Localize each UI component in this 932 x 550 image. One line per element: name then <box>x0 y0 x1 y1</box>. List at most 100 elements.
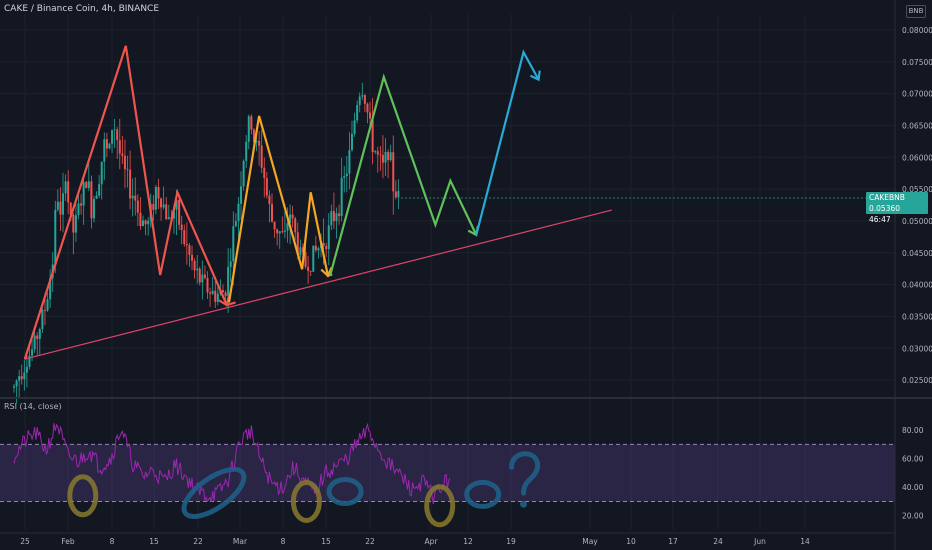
candle-body <box>54 209 57 265</box>
price-tick-label: 0.04000 <box>902 281 932 290</box>
candle-body <box>237 203 240 222</box>
candle-body <box>216 293 219 302</box>
candle-body <box>258 140 261 146</box>
price-tick-label: 0.06500 <box>902 121 932 130</box>
time-tick-label: 25 <box>20 537 30 546</box>
candle-body <box>175 199 178 210</box>
candle-body <box>193 260 196 271</box>
candle-body <box>221 290 224 293</box>
candle-body <box>20 376 23 380</box>
candle-body <box>13 386 15 388</box>
candle-body <box>276 229 279 234</box>
time-tick-label: 8 <box>281 537 286 546</box>
price-tick-label: 0.05500 <box>902 185 932 194</box>
wave-1-arrowhead <box>218 295 230 307</box>
candle-body <box>183 229 186 245</box>
candle-body <box>369 112 372 119</box>
support-trendline <box>24 209 612 360</box>
time-axis: 25 Feb 8 15 22 Mar 8 15 22 Apr 12 19 May 10 17 24 Jun 14 <box>20 537 810 546</box>
candle-body <box>38 329 41 339</box>
candle-body <box>291 214 294 219</box>
candle-body <box>242 160 245 187</box>
candle-body <box>227 266 230 296</box>
candle-body <box>294 218 297 233</box>
candle-body <box>136 200 139 213</box>
candle-body <box>201 274 204 283</box>
candle-body <box>376 151 379 155</box>
candle-body <box>108 143 111 149</box>
candle-body <box>309 270 312 272</box>
candle-body <box>289 214 292 224</box>
candle-body <box>296 232 299 255</box>
candle-body <box>314 245 317 251</box>
time-tick-label: 14 <box>800 537 810 546</box>
candle-body <box>198 268 201 283</box>
candle-body <box>358 96 361 106</box>
candle-body <box>126 169 129 170</box>
candle-body <box>165 204 168 220</box>
candle-body <box>325 246 328 250</box>
candle-body <box>95 195 98 199</box>
candle-body <box>345 173 348 177</box>
candle-body <box>240 186 243 204</box>
candle-body <box>90 181 93 219</box>
candle-body <box>129 169 132 199</box>
time-tick-label: Feb <box>61 537 75 546</box>
candle-body <box>356 105 359 121</box>
price-tick-label: 0.03000 <box>902 344 932 353</box>
price-tick-label: 0.07500 <box>902 58 932 67</box>
candle-body <box>252 129 255 143</box>
candle-body <box>43 310 46 311</box>
candle-body <box>111 130 114 144</box>
candle-body <box>100 161 103 185</box>
candle-body <box>278 231 281 234</box>
price-badge-symbol: CAKEBNB <box>869 193 905 202</box>
candle-body <box>178 199 181 225</box>
price-tick-label: 0.07000 <box>902 90 932 99</box>
price-badge-price: 0.05360 <box>869 204 901 213</box>
unit-badge[interactable]: BNB <box>906 5 926 18</box>
candle-body <box>98 184 101 196</box>
candle-body <box>103 139 106 162</box>
time-tick-label: 15 <box>321 537 331 546</box>
candle-body <box>85 182 88 189</box>
olive-oval <box>424 484 456 528</box>
rsi-tick-label: 20.00 <box>902 512 924 521</box>
candle-body <box>92 198 95 219</box>
candle-body <box>33 335 36 350</box>
candle-body <box>332 211 335 222</box>
annotations <box>23 45 612 528</box>
candle-body <box>144 220 147 225</box>
candle-body <box>229 261 232 267</box>
blue-oval <box>326 476 364 506</box>
candle-body <box>232 226 235 262</box>
projection-path <box>475 49 540 236</box>
candle-body <box>322 242 325 247</box>
blue-oval <box>464 479 502 509</box>
time-tick-label: 24 <box>713 537 723 546</box>
candle-body <box>271 204 273 222</box>
candle-body <box>82 182 85 206</box>
candle-body <box>41 310 44 330</box>
candle-body <box>281 231 284 233</box>
last-price-badge: CAKEBNB 0.05360 46:47 <box>866 192 928 224</box>
candle-body <box>49 278 52 300</box>
candle-body <box>118 139 121 154</box>
candle-body <box>379 154 382 156</box>
candle-body <box>214 290 217 302</box>
candle-body <box>15 380 18 387</box>
rsi-series <box>13 422 451 504</box>
candle-body <box>18 376 21 381</box>
candle-body <box>211 290 214 294</box>
time-tick-label: May <box>582 537 598 546</box>
candle-body <box>180 224 183 230</box>
rsi-line <box>13 422 451 504</box>
price-badge-countdown: 46:47 <box>869 215 891 224</box>
time-tick-label: 12 <box>463 537 473 546</box>
candle-body <box>394 191 397 198</box>
candle-body <box>366 103 369 113</box>
candle-body <box>387 151 390 161</box>
candle-body <box>25 366 28 373</box>
